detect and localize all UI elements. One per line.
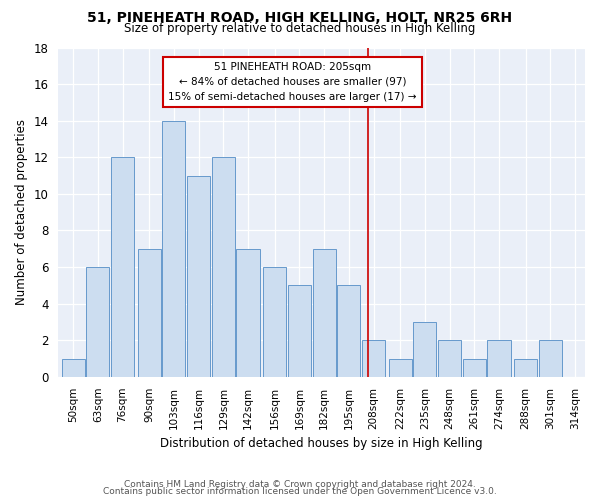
Bar: [362, 340, 385, 377]
Bar: [111, 158, 134, 377]
Y-axis label: Number of detached properties: Number of detached properties: [15, 119, 28, 305]
X-axis label: Distribution of detached houses by size in High Kelling: Distribution of detached houses by size …: [160, 437, 483, 450]
Text: 51 PINEHEATH ROAD: 205sqm
← 84% of detached houses are smaller (97)
15% of semi-: 51 PINEHEATH ROAD: 205sqm ← 84% of detac…: [169, 62, 417, 102]
Bar: [212, 158, 235, 377]
Bar: [288, 286, 311, 377]
Bar: [86, 267, 109, 377]
Bar: [187, 176, 210, 377]
Bar: [263, 267, 286, 377]
Bar: [236, 249, 260, 377]
Bar: [389, 358, 412, 377]
Bar: [337, 286, 361, 377]
Bar: [413, 322, 436, 377]
Bar: [313, 249, 336, 377]
Bar: [487, 340, 511, 377]
Text: Contains HM Land Registry data © Crown copyright and database right 2024.: Contains HM Land Registry data © Crown c…: [124, 480, 476, 489]
Text: Contains public sector information licensed under the Open Government Licence v3: Contains public sector information licen…: [103, 487, 497, 496]
Bar: [463, 358, 486, 377]
Text: Size of property relative to detached houses in High Kelling: Size of property relative to detached ho…: [124, 22, 476, 35]
Bar: [438, 340, 461, 377]
Bar: [137, 249, 161, 377]
Bar: [539, 340, 562, 377]
Bar: [514, 358, 537, 377]
Bar: [62, 358, 85, 377]
Text: 51, PINEHEATH ROAD, HIGH KELLING, HOLT, NR25 6RH: 51, PINEHEATH ROAD, HIGH KELLING, HOLT, …: [88, 11, 512, 25]
Bar: [162, 120, 185, 377]
